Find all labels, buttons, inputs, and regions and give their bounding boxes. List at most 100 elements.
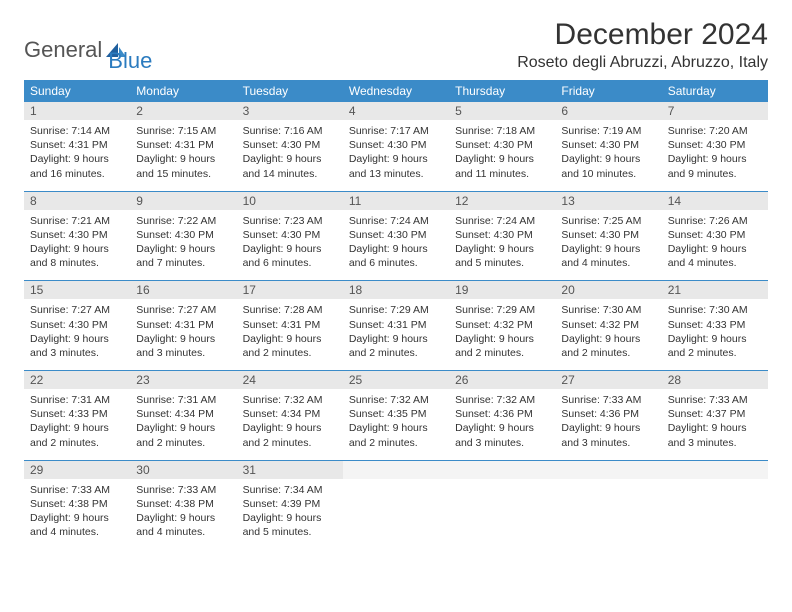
day-number-cell (555, 460, 661, 479)
sunrise-line: Sunrise: 7:28 AM (243, 303, 337, 317)
sunrise-line: Sunrise: 7:20 AM (668, 124, 762, 138)
day-number-row: 22232425262728 (24, 371, 768, 390)
sunset-line: Sunset: 4:36 PM (561, 407, 655, 421)
day-detail-cell: Sunrise: 7:23 AMSunset: 4:30 PMDaylight:… (237, 210, 343, 281)
sunset-line: Sunset: 4:37 PM (668, 407, 762, 421)
sunset-line: Sunset: 4:30 PM (243, 138, 337, 152)
day-detail-cell: Sunrise: 7:17 AMSunset: 4:30 PMDaylight:… (343, 120, 449, 191)
sunrise-line: Sunrise: 7:31 AM (30, 393, 124, 407)
sunrise-line: Sunrise: 7:32 AM (349, 393, 443, 407)
day-detail-cell: Sunrise: 7:24 AMSunset: 4:30 PMDaylight:… (343, 210, 449, 281)
sunrise-line: Sunrise: 7:25 AM (561, 214, 655, 228)
day-number-cell (662, 460, 768, 479)
day-detail-cell: Sunrise: 7:30 AMSunset: 4:33 PMDaylight:… (662, 299, 768, 370)
sunrise-line: Sunrise: 7:33 AM (30, 483, 124, 497)
daylight-line: Daylight: 9 hours and 3 minutes. (668, 421, 762, 449)
day-detail-cell: Sunrise: 7:32 AMSunset: 4:36 PMDaylight:… (449, 389, 555, 460)
daylight-line: Daylight: 9 hours and 2 minutes. (30, 421, 124, 449)
day-number-cell: 11 (343, 191, 449, 210)
sunset-line: Sunset: 4:30 PM (668, 228, 762, 242)
day-number-cell: 7 (662, 102, 768, 120)
day-number-row: 1234567 (24, 102, 768, 120)
daylight-line: Daylight: 9 hours and 2 minutes. (243, 421, 337, 449)
daylight-line: Daylight: 9 hours and 4 minutes. (136, 511, 230, 539)
day-detail-cell: Sunrise: 7:32 AMSunset: 4:34 PMDaylight:… (237, 389, 343, 460)
day-number-cell: 29 (24, 460, 130, 479)
day-number-cell: 21 (662, 281, 768, 300)
daylight-line: Daylight: 9 hours and 2 minutes. (455, 332, 549, 360)
day-detail-cell: Sunrise: 7:33 AMSunset: 4:38 PMDaylight:… (130, 479, 236, 550)
day-detail-cell: Sunrise: 7:34 AMSunset: 4:39 PMDaylight:… (237, 479, 343, 550)
daylight-line: Daylight: 9 hours and 5 minutes. (243, 511, 337, 539)
daylight-line: Daylight: 9 hours and 2 minutes. (349, 421, 443, 449)
sunset-line: Sunset: 4:31 PM (136, 318, 230, 332)
sunrise-line: Sunrise: 7:23 AM (243, 214, 337, 228)
day-detail-cell: Sunrise: 7:26 AMSunset: 4:30 PMDaylight:… (662, 210, 768, 281)
sunrise-line: Sunrise: 7:19 AM (561, 124, 655, 138)
daylight-line: Daylight: 9 hours and 2 minutes. (136, 421, 230, 449)
day-detail-cell: Sunrise: 7:31 AMSunset: 4:33 PMDaylight:… (24, 389, 130, 460)
day-detail-cell: Sunrise: 7:27 AMSunset: 4:31 PMDaylight:… (130, 299, 236, 370)
sunrise-line: Sunrise: 7:24 AM (455, 214, 549, 228)
day-detail-cell: Sunrise: 7:24 AMSunset: 4:30 PMDaylight:… (449, 210, 555, 281)
sunrise-line: Sunrise: 7:14 AM (30, 124, 124, 138)
weekday-header: Saturday (662, 80, 768, 102)
sunset-line: Sunset: 4:30 PM (243, 228, 337, 242)
day-detail-cell: Sunrise: 7:29 AMSunset: 4:31 PMDaylight:… (343, 299, 449, 370)
sunrise-line: Sunrise: 7:27 AM (136, 303, 230, 317)
day-detail-cell: Sunrise: 7:19 AMSunset: 4:30 PMDaylight:… (555, 120, 661, 191)
sunset-line: Sunset: 4:30 PM (30, 228, 124, 242)
day-detail-cell: Sunrise: 7:33 AMSunset: 4:37 PMDaylight:… (662, 389, 768, 460)
day-number-row: 891011121314 (24, 191, 768, 210)
day-number-cell: 9 (130, 191, 236, 210)
sunrise-line: Sunrise: 7:22 AM (136, 214, 230, 228)
calendar-body: 1234567Sunrise: 7:14 AMSunset: 4:31 PMDa… (24, 102, 768, 549)
day-detail-cell: Sunrise: 7:33 AMSunset: 4:36 PMDaylight:… (555, 389, 661, 460)
logo-text-blue: Blue (108, 48, 152, 74)
weekday-header: Tuesday (237, 80, 343, 102)
day-number-cell: 12 (449, 191, 555, 210)
daylight-line: Daylight: 9 hours and 7 minutes. (136, 242, 230, 270)
day-number-cell: 17 (237, 281, 343, 300)
daylight-line: Daylight: 9 hours and 15 minutes. (136, 152, 230, 180)
daylight-line: Daylight: 9 hours and 8 minutes. (30, 242, 124, 270)
daylight-line: Daylight: 9 hours and 10 minutes. (561, 152, 655, 180)
day-number-cell: 5 (449, 102, 555, 120)
weekday-header-row: Sunday Monday Tuesday Wednesday Thursday… (24, 80, 768, 102)
header: General Blue December 2024 Roseto degli … (24, 18, 768, 74)
weekday-header: Sunday (24, 80, 130, 102)
day-number-cell: 4 (343, 102, 449, 120)
day-detail-row: Sunrise: 7:31 AMSunset: 4:33 PMDaylight:… (24, 389, 768, 460)
sunset-line: Sunset: 4:30 PM (455, 138, 549, 152)
sunrise-line: Sunrise: 7:16 AM (243, 124, 337, 138)
day-number-cell: 14 (662, 191, 768, 210)
sunrise-line: Sunrise: 7:33 AM (136, 483, 230, 497)
day-number-cell: 27 (555, 371, 661, 390)
weekday-header: Thursday (449, 80, 555, 102)
day-number-row: 293031 (24, 460, 768, 479)
day-detail-cell: Sunrise: 7:33 AMSunset: 4:38 PMDaylight:… (24, 479, 130, 550)
sunset-line: Sunset: 4:30 PM (668, 138, 762, 152)
sunset-line: Sunset: 4:33 PM (30, 407, 124, 421)
sunset-line: Sunset: 4:31 PM (30, 138, 124, 152)
sunset-line: Sunset: 4:30 PM (349, 138, 443, 152)
sunset-line: Sunset: 4:35 PM (349, 407, 443, 421)
sunset-line: Sunset: 4:30 PM (30, 318, 124, 332)
daylight-line: Daylight: 9 hours and 5 minutes. (455, 242, 549, 270)
day-detail-cell (555, 479, 661, 550)
day-number-cell: 23 (130, 371, 236, 390)
day-number-cell: 28 (662, 371, 768, 390)
day-number-cell: 25 (343, 371, 449, 390)
day-detail-cell: Sunrise: 7:20 AMSunset: 4:30 PMDaylight:… (662, 120, 768, 191)
day-number-cell: 1 (24, 102, 130, 120)
month-title: December 2024 (517, 18, 768, 52)
day-number-cell (343, 460, 449, 479)
daylight-line: Daylight: 9 hours and 16 minutes. (30, 152, 124, 180)
day-number-cell: 22 (24, 371, 130, 390)
daylight-line: Daylight: 9 hours and 2 minutes. (349, 332, 443, 360)
sunrise-line: Sunrise: 7:33 AM (668, 393, 762, 407)
day-number-cell: 15 (24, 281, 130, 300)
daylight-line: Daylight: 9 hours and 3 minutes. (136, 332, 230, 360)
sunrise-line: Sunrise: 7:21 AM (30, 214, 124, 228)
daylight-line: Daylight: 9 hours and 6 minutes. (243, 242, 337, 270)
